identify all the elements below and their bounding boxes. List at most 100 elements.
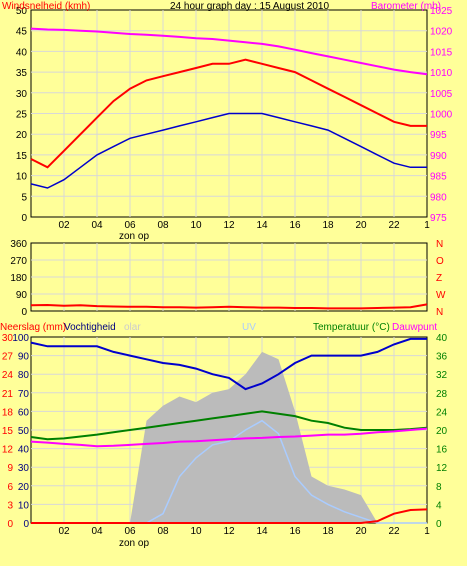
wind-x-tick: 1 xyxy=(424,220,430,231)
dewpoint-line xyxy=(30,427,428,448)
rain-x-tick: 16 xyxy=(289,526,301,537)
temperature-line xyxy=(30,410,428,441)
wind-x-tick: 08 xyxy=(157,220,169,231)
barometer-y-tick: 980 xyxy=(430,192,447,203)
dewpoint-axis-label: Dauwpunt xyxy=(392,322,437,333)
wind-x-tick: 16 xyxy=(289,220,301,231)
rain-y-tick: 27 xyxy=(2,352,14,363)
wind-y-tick: 20 xyxy=(16,130,28,141)
rain-y-tick: 12 xyxy=(2,445,14,456)
solar-label: olar xyxy=(124,322,141,333)
humidity-y-tick: 10 xyxy=(18,500,30,511)
rain-y-tick: 3 xyxy=(7,500,13,511)
temperature-y-tick: 16 xyxy=(436,445,448,456)
temperature-y-tick: 24 xyxy=(436,407,448,418)
rain-x-tick: 22 xyxy=(388,526,400,537)
temperature-y-tick: 12 xyxy=(436,463,448,474)
barometer-y-tick: 1005 xyxy=(430,89,453,100)
barometer-y-tick: 995 xyxy=(430,130,447,141)
humidity-y-tick: 0 xyxy=(23,519,29,530)
compass-label: O xyxy=(436,256,444,267)
wind-y-tick: 50 xyxy=(16,6,28,17)
wind-x-tick: 12 xyxy=(223,220,235,231)
solar-area xyxy=(31,351,427,523)
gust-line xyxy=(30,58,427,169)
rain-x-tick: 08 xyxy=(157,526,169,537)
rain-x-tick: 04 xyxy=(91,526,103,537)
wind-x-tick: 14 xyxy=(256,220,268,231)
barometer-y-tick: 1015 xyxy=(430,47,453,58)
wind-x-tick: 18 xyxy=(322,220,334,231)
wind-y-tick: 10 xyxy=(16,172,28,183)
wind-y-tick: 30 xyxy=(16,89,28,100)
direction-y-tick: 0 xyxy=(21,307,27,318)
chart-title: 24 hour graph day : 15 August 2010 xyxy=(170,1,329,12)
compass-label: N xyxy=(436,239,443,250)
wind-y-tick: 40 xyxy=(16,47,28,58)
rain-x-tick: 20 xyxy=(355,526,367,537)
barometer-y-tick: 985 xyxy=(430,172,447,183)
rain-axis-label: Neerslag (mm) xyxy=(0,322,66,333)
rain-x-tick: 18 xyxy=(322,526,334,537)
wind-y-tick: 35 xyxy=(16,68,28,79)
barometer-y-tick: 1025 xyxy=(430,6,453,17)
humidity-axis-label: Vochtigheid xyxy=(64,322,116,333)
barometer-y-tick: 1010 xyxy=(430,68,453,79)
rain-line xyxy=(31,508,428,524)
wind-sunrise-label: zon op xyxy=(119,231,149,242)
temperature-y-tick: 36 xyxy=(436,352,448,363)
series-lines xyxy=(30,27,428,524)
rain-x-tick: 14 xyxy=(256,526,268,537)
rain-y-tick: 21 xyxy=(2,389,14,400)
rain-y-tick: 18 xyxy=(2,407,14,418)
wind-y-tick: 15 xyxy=(16,151,28,162)
rain-sunrise-label: zon op xyxy=(119,538,149,549)
direction-y-tick: 180 xyxy=(10,273,27,284)
wind-x-tick: 04 xyxy=(91,220,103,231)
temperature-y-tick: 0 xyxy=(436,519,442,530)
rain-x-tick: 06 xyxy=(124,526,136,537)
rain-x-tick: 02 xyxy=(58,526,70,537)
rain-y-tick: 9 xyxy=(7,463,13,474)
direction-line xyxy=(30,303,428,310)
wind-x-tick: 20 xyxy=(355,220,367,231)
wind-x-tick: 22 xyxy=(388,220,400,231)
barometer-y-tick: 975 xyxy=(430,213,447,224)
rain-y-tick: 24 xyxy=(2,370,14,381)
wind-x-tick: 02 xyxy=(58,220,70,231)
wind-y-tick: 25 xyxy=(16,110,28,121)
barometer-y-tick: 990 xyxy=(430,151,447,162)
humidity-y-tick: 20 xyxy=(18,482,30,493)
compass-label: Z xyxy=(436,273,442,284)
barometer-line xyxy=(30,27,428,76)
humidity-y-tick: 100 xyxy=(12,333,29,344)
rain-y-tick: 0 xyxy=(7,519,13,530)
humidity-y-tick: 30 xyxy=(18,463,30,474)
compass-label: N xyxy=(436,307,443,318)
rain-y-tick: 30 xyxy=(2,333,14,344)
wind-x-tick: 10 xyxy=(190,220,202,231)
temperature-y-tick: 28 xyxy=(436,389,448,400)
wind-y-tick: 0 xyxy=(21,213,27,224)
humidity-y-tick: 80 xyxy=(18,370,30,381)
rain-x-tick: 12 xyxy=(223,526,235,537)
direction-y-tick: 360 xyxy=(10,239,27,250)
avg_wind-line xyxy=(30,112,427,189)
direction-y-tick: 90 xyxy=(16,290,28,301)
humidity-y-tick: 90 xyxy=(18,352,30,363)
humidity-y-tick: 50 xyxy=(18,426,30,437)
humidity-y-tick: 70 xyxy=(18,389,30,400)
grid-lines xyxy=(31,10,427,523)
uv-label: UV xyxy=(242,322,256,333)
humidity-y-tick: 40 xyxy=(18,445,30,456)
temperature-y-tick: 32 xyxy=(436,370,448,381)
wind-y-tick: 5 xyxy=(21,192,27,203)
compass-label: W xyxy=(436,290,446,301)
rain-x-tick: 1 xyxy=(424,526,430,537)
humidity-line xyxy=(30,337,427,391)
rain-y-tick: 6 xyxy=(7,482,13,493)
wind-y-tick: 45 xyxy=(16,27,28,38)
rain-y-tick: 15 xyxy=(2,426,14,437)
wind-x-tick: 06 xyxy=(124,220,136,231)
